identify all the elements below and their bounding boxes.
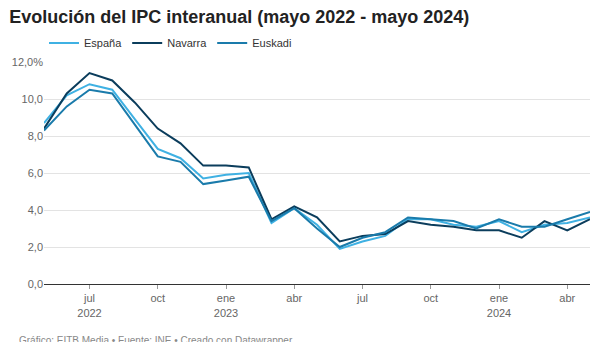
svg-text:Euskadi: Euskadi <box>252 37 291 49</box>
svg-text:Navarra: Navarra <box>167 37 207 49</box>
svg-text:6,0: 6,0 <box>28 167 43 179</box>
svg-text:Gráfico: EITB Media • Fuente:: Gráfico: EITB Media • Fuente: INE • Crea… <box>19 335 293 342</box>
svg-text:España: España <box>84 37 122 49</box>
svg-text:abr: abr <box>559 292 575 304</box>
svg-text:0,0: 0,0 <box>28 278 43 290</box>
svg-text:abr: abr <box>286 292 302 304</box>
svg-text:oct: oct <box>423 292 438 304</box>
svg-text:8,0: 8,0 <box>28 130 43 142</box>
svg-text:jul2022: jul2022 <box>77 292 101 318</box>
svg-text:ene2023: ene2023 <box>214 292 238 318</box>
svg-text:4,0: 4,0 <box>28 204 43 216</box>
svg-text:12,0%: 12,0% <box>12 56 43 68</box>
svg-text:jul: jul <box>356 292 368 304</box>
svg-text:ene2024: ene2024 <box>487 292 511 318</box>
svg-text:10,0: 10,0 <box>22 93 43 105</box>
svg-text:Evolución del IPC interanual (: Evolución del IPC interanual (mayo 2022 … <box>9 7 469 27</box>
svg-text:oct: oct <box>150 292 165 304</box>
svg-text:2,0: 2,0 <box>28 241 43 253</box>
